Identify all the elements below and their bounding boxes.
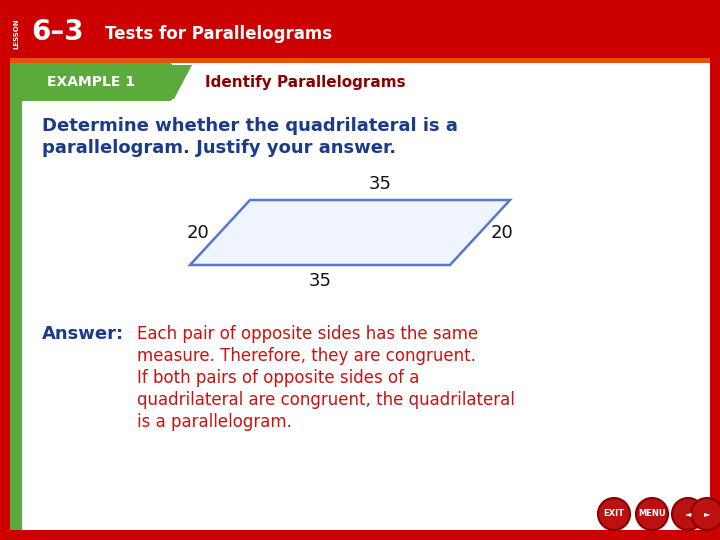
FancyBboxPatch shape: [10, 63, 22, 530]
Text: quadrilateral are congruent, the quadrilateral: quadrilateral are congruent, the quadril…: [137, 391, 515, 409]
FancyBboxPatch shape: [10, 58, 710, 63]
Text: measure. Therefore, they are congruent.: measure. Therefore, they are congruent.: [137, 347, 476, 365]
Text: If both pairs of opposite sides of a: If both pairs of opposite sides of a: [137, 369, 419, 387]
FancyBboxPatch shape: [175, 67, 708, 97]
Text: Answer:: Answer:: [42, 325, 124, 343]
Text: EXIT: EXIT: [603, 510, 624, 518]
Text: Each pair of opposite sides has the same: Each pair of opposite sides has the same: [137, 325, 478, 343]
Circle shape: [672, 498, 704, 530]
Circle shape: [691, 498, 720, 530]
Text: EXAMPLE 1: EXAMPLE 1: [47, 75, 135, 89]
Text: 6–3: 6–3: [32, 18, 84, 46]
Polygon shape: [168, 65, 192, 99]
FancyBboxPatch shape: [10, 10, 710, 58]
Text: LESSON: LESSON: [13, 19, 19, 49]
FancyBboxPatch shape: [20, 63, 172, 101]
Text: is a parallelogram.: is a parallelogram.: [137, 413, 292, 431]
Text: 20: 20: [186, 224, 210, 241]
Text: Tests for Parallelograms: Tests for Parallelograms: [105, 25, 332, 43]
Text: Determine whether the quadrilateral is a: Determine whether the quadrilateral is a: [42, 117, 458, 135]
Text: 35: 35: [308, 272, 331, 290]
Text: 20: 20: [490, 224, 513, 241]
Polygon shape: [190, 200, 510, 265]
Text: ◄: ◄: [685, 510, 691, 518]
Text: ►: ►: [703, 510, 710, 518]
Text: parallelogram. Justify your answer.: parallelogram. Justify your answer.: [42, 139, 396, 157]
Text: 35: 35: [369, 175, 392, 193]
Text: MENU: MENU: [638, 510, 666, 518]
FancyBboxPatch shape: [10, 10, 710, 530]
Text: Identify Parallelograms: Identify Parallelograms: [205, 75, 405, 90]
Circle shape: [598, 498, 630, 530]
Circle shape: [636, 498, 668, 530]
